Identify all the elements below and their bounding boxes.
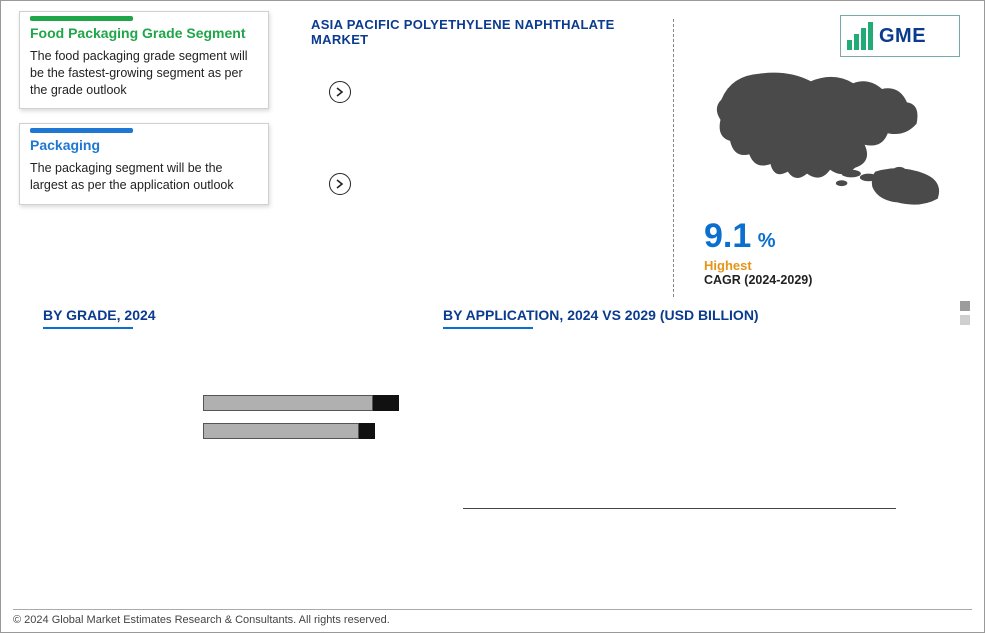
by-application-title: BY APPLICATION, 2024 VS 2029 (USD BILLIO… bbox=[443, 307, 966, 323]
cagr-percent: % bbox=[758, 230, 776, 252]
by-application-panel: BY APPLICATION, 2024 VS 2029 (USD BILLIO… bbox=[443, 301, 966, 527]
top-row: Food Packaging Grade Segment The food pa… bbox=[19, 11, 966, 287]
legend-item bbox=[960, 315, 970, 325]
card-title: Packaging bbox=[30, 137, 258, 154]
bullet-1 bbox=[329, 81, 674, 103]
by-grade-title: BY GRADE, 2024 bbox=[43, 307, 419, 323]
hbar-row: . bbox=[43, 423, 403, 439]
left-column: Food Packaging Grade Segment The food pa… bbox=[19, 11, 269, 287]
logo-wrap: GME bbox=[704, 15, 960, 57]
hbar-row: . bbox=[43, 395, 403, 411]
map-icon bbox=[707, 63, 957, 213]
vertical-divider bbox=[673, 19, 674, 297]
by-grade-panel: BY GRADE, 2024 .. bbox=[19, 301, 419, 527]
middle-column: ASIA PACIFIC POLYETHYLENE NAPHTHALATE MA… bbox=[281, 11, 674, 287]
card-body: The packaging segment will be the larges… bbox=[30, 160, 258, 194]
legend-swatch-icon bbox=[960, 315, 970, 325]
infographic-root: Food Packaging Grade Segment The food pa… bbox=[0, 0, 985, 633]
legend bbox=[960, 301, 970, 325]
gme-logo: GME bbox=[840, 15, 960, 57]
chevron-right-icon bbox=[329, 81, 351, 103]
card-title: Food Packaging Grade Segment bbox=[30, 25, 258, 42]
card-food-packaging-grade: Food Packaging Grade Segment The food pa… bbox=[19, 11, 269, 109]
by-application-chart bbox=[443, 347, 956, 527]
bottom-row: BY GRADE, 2024 .. BY APPLICATION, 2024 V… bbox=[19, 301, 966, 527]
title-underline bbox=[443, 327, 533, 329]
legend-item bbox=[960, 301, 970, 311]
asia-pacific-map bbox=[704, 63, 960, 213]
plot-area bbox=[463, 351, 896, 509]
legend-swatch-icon bbox=[960, 301, 970, 311]
cagr-value-row: 9.1 % bbox=[704, 217, 960, 256]
cagr-value: 9.1 bbox=[704, 217, 751, 256]
card-packaging: Packaging The packaging segment will be … bbox=[19, 123, 269, 205]
cagr-highest: Highest bbox=[704, 258, 960, 273]
chevron-right-icon bbox=[329, 173, 351, 195]
bullet-2 bbox=[329, 173, 674, 195]
title-underline bbox=[43, 327, 133, 329]
right-column: GME bbox=[686, 11, 966, 287]
page-title: ASIA PACIFIC POLYETHYLENE NAPHTHALATE MA… bbox=[311, 17, 674, 47]
card-body: The food packaging grade segment will be… bbox=[30, 48, 258, 99]
card-accent bbox=[30, 16, 133, 21]
copyright: © 2024 Global Market Estimates Research … bbox=[13, 609, 972, 626]
logo-bars-icon bbox=[847, 22, 873, 50]
by-grade-chart: .. bbox=[43, 347, 403, 439]
cagr-period: CAGR (2024-2029) bbox=[704, 273, 960, 287]
logo-text: GME bbox=[879, 25, 926, 48]
cagr-block: 9.1 % Highest CAGR (2024-2029) bbox=[704, 217, 960, 287]
card-accent bbox=[30, 128, 133, 133]
